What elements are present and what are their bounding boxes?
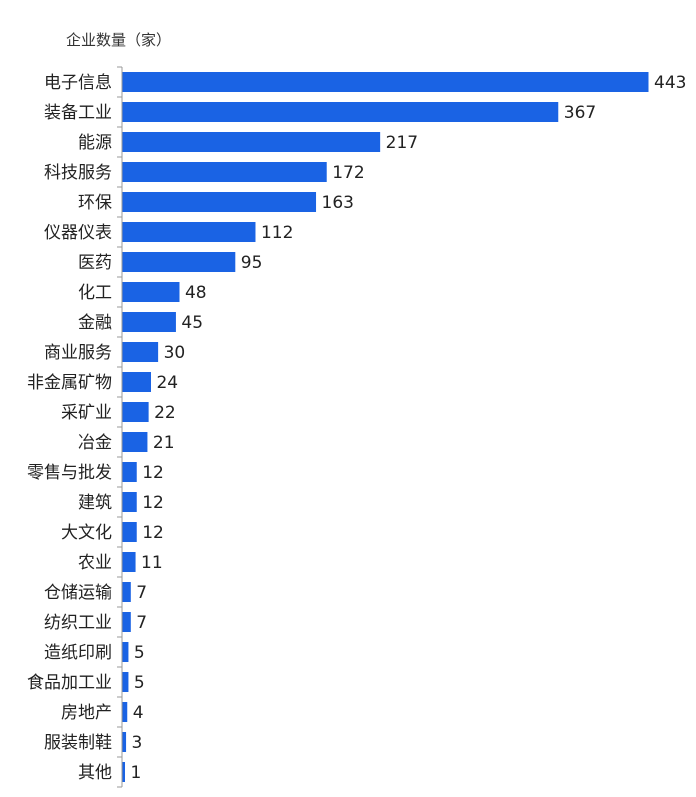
value-label: 24 bbox=[156, 373, 178, 393]
category-label: 大文化 bbox=[61, 523, 112, 543]
bar bbox=[122, 612, 131, 632]
value-label: 5 bbox=[134, 673, 145, 693]
value-label: 12 bbox=[142, 463, 164, 483]
category-labels: 电子信息装备工业能源科技服务环保仪器仪表医药化工金融商业服务非金属矿物采矿业冶金… bbox=[27, 73, 112, 783]
category-label: 装备工业 bbox=[44, 103, 112, 123]
category-label: 商业服务 bbox=[44, 343, 112, 363]
bar bbox=[122, 432, 148, 452]
category-label: 化工 bbox=[78, 283, 112, 303]
value-label: 1 bbox=[131, 763, 142, 783]
bar bbox=[122, 192, 317, 212]
value-label: 22 bbox=[154, 403, 176, 423]
category-label: 食品加工业 bbox=[27, 673, 112, 693]
value-label: 30 bbox=[164, 343, 186, 363]
value-label: 163 bbox=[322, 193, 354, 213]
bar bbox=[122, 342, 159, 362]
category-label: 采矿业 bbox=[61, 403, 112, 423]
value-label: 172 bbox=[332, 163, 364, 183]
value-labels: 4433672171721631129548453024222112121211… bbox=[131, 73, 687, 783]
value-label: 21 bbox=[153, 433, 175, 453]
category-label: 仪器仪表 bbox=[44, 223, 112, 243]
bar bbox=[122, 462, 137, 482]
value-label: 443 bbox=[654, 73, 686, 93]
value-label: 5 bbox=[134, 643, 145, 663]
category-label: 科技服务 bbox=[44, 163, 112, 183]
bar bbox=[122, 72, 649, 92]
value-label: 367 bbox=[564, 103, 596, 123]
value-label: 7 bbox=[136, 613, 147, 633]
y-axis bbox=[117, 66, 123, 788]
bar bbox=[122, 672, 129, 692]
bar bbox=[122, 552, 136, 572]
value-label: 95 bbox=[241, 253, 263, 273]
value-label: 7 bbox=[136, 583, 147, 603]
category-label: 环保 bbox=[78, 193, 112, 213]
bar bbox=[122, 702, 128, 722]
value-label: 11 bbox=[141, 553, 163, 573]
value-label: 3 bbox=[132, 733, 143, 753]
category-label: 非金属矿物 bbox=[27, 373, 112, 393]
bar bbox=[122, 762, 125, 782]
category-label: 电子信息 bbox=[44, 73, 112, 93]
category-label: 能源 bbox=[78, 133, 112, 153]
bars bbox=[122, 72, 649, 782]
category-label: 房地产 bbox=[61, 703, 112, 723]
category-label: 其他 bbox=[78, 763, 112, 783]
category-label: 农业 bbox=[78, 553, 112, 573]
category-label: 仓储运输 bbox=[44, 583, 112, 603]
bar bbox=[122, 312, 176, 332]
category-label: 零售与批发 bbox=[27, 463, 112, 483]
value-label: 217 bbox=[386, 133, 418, 153]
bar bbox=[122, 492, 137, 512]
bar bbox=[122, 372, 151, 392]
bar bbox=[122, 402, 149, 422]
category-label: 服装制鞋 bbox=[44, 733, 112, 753]
chart-title: 企业数量（家） bbox=[66, 31, 171, 49]
category-label: 纺织工业 bbox=[44, 613, 112, 633]
category-label: 医药 bbox=[78, 253, 112, 273]
bar bbox=[122, 132, 381, 152]
bar bbox=[122, 222, 256, 242]
value-label: 48 bbox=[185, 283, 207, 303]
value-label: 45 bbox=[181, 313, 203, 333]
category-label: 冶金 bbox=[78, 433, 112, 453]
value-label: 112 bbox=[261, 223, 293, 243]
bar bbox=[122, 102, 559, 122]
bar bbox=[122, 642, 129, 662]
bar bbox=[122, 582, 131, 602]
category-label: 建筑 bbox=[78, 493, 112, 513]
bar bbox=[122, 282, 180, 302]
bar bbox=[122, 162, 327, 182]
value-label: 12 bbox=[142, 493, 164, 513]
bar bbox=[122, 252, 236, 272]
bar bbox=[122, 522, 137, 542]
value-label: 12 bbox=[142, 523, 164, 543]
category-label: 造纸印刷 bbox=[44, 643, 112, 663]
bar bbox=[122, 732, 127, 752]
value-label: 4 bbox=[133, 703, 144, 723]
category-label: 金融 bbox=[78, 313, 112, 333]
